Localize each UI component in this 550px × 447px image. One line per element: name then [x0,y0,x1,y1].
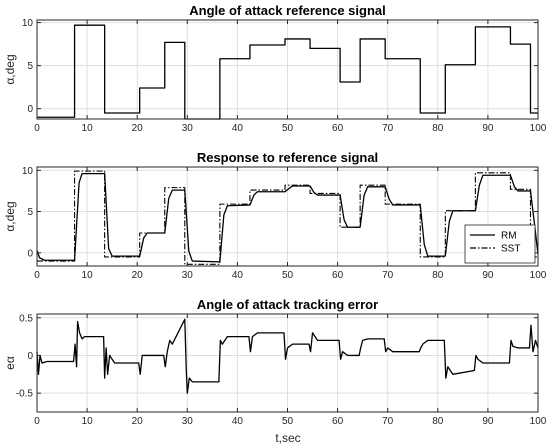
x-tick-label: 30 [182,270,194,281]
chart-panel-2: 0 10 20 30 40 50 60 70 80 90 100 0 5 10 Response to re… [3,150,547,281]
x-tick-label: 40 [232,416,244,427]
y-tick-label: 5 [27,207,33,218]
chart-title: Angle of attack tracking error [197,297,378,312]
x-tick-label: 100 [530,270,547,281]
legend: RM SST [464,224,536,264]
y-tick-label: 0 [27,351,33,362]
chart-title: Angle of attack reference signal [189,3,386,18]
x-tick-label: 30 [182,416,194,427]
x-tick-label: 70 [382,123,394,134]
x-tick-label: 30 [182,123,194,134]
y-axis-label: eα [3,356,17,370]
y-tick-label: -0.5 [16,389,34,400]
x-tick-label: 40 [232,270,244,281]
x-tick-label: 50 [282,123,294,134]
x-tick-label: 20 [132,270,144,281]
series-line-p1-1 [37,24,538,120]
x-tick-label: 100 [530,123,547,134]
x-tick-label: 80 [432,270,444,281]
y-tick-label: 10 [22,18,34,29]
x-tick-label: 80 [432,416,444,427]
x-tick-label: 90 [482,270,494,281]
x-tick-label: 90 [482,416,494,427]
x-tick-label: 50 [282,416,294,427]
x-tick-label: 20 [132,123,144,134]
x-tick-label: 60 [332,123,344,134]
y-tick-label: 0 [27,248,33,259]
series-line-sst [37,170,538,265]
y-tick-label: 10 [22,166,34,177]
legend-label-sst: SST [501,244,520,255]
x-tick-label: 20 [132,416,144,427]
x-tick-label: 80 [432,123,444,134]
x-tick-label: 10 [82,416,94,427]
x-tick-label: 70 [382,416,394,427]
x-tick-label: 50 [282,270,294,281]
y-tick-label: 0.5 [19,313,33,324]
series-line-p3-1 [36,318,539,394]
x-tick-label: 0 [34,270,40,281]
chart-title: Response to reference signal [197,150,378,165]
legend-label-rm: RM [501,231,517,242]
x-tick-label: 100 [530,416,547,427]
y-tick-label: 0 [27,104,33,115]
x-tick-label: 0 [34,123,40,134]
y-tick-label: 5 [27,61,33,72]
x-axis-label: t,sec [275,431,300,445]
legend-box [464,224,536,264]
x-tick-label: 0 [34,416,40,427]
x-tick-label: 60 [332,270,344,281]
x-tick-label: 60 [332,416,344,427]
y-axis-label: α,deg [3,201,17,231]
x-tick-label: 10 [82,123,94,134]
series-line-rm [36,172,539,263]
x-tick-label: 40 [232,123,244,134]
x-tick-label: 90 [482,123,494,134]
x-tick-label: 70 [382,270,394,281]
chart-panel-1: 0 10 20 30 40 50 60 70 80 90 100 0 5 10 Angle of attac… [3,3,547,134]
chart-panel-3: 0 10 20 30 40 50 60 70 80 90 100 -0.5 0 0.5 Angle of a… [3,297,547,427]
y-axis-label: α,deg [3,54,17,84]
x-tick-label: 10 [82,270,94,281]
